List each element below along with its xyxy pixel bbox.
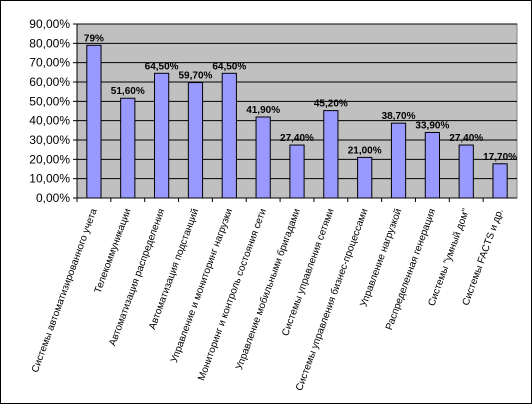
data-label: 64,50% [212, 61, 246, 72]
data-label: 45,20% [314, 99, 348, 110]
data-label: 79% [84, 33, 104, 44]
bar [492, 163, 508, 199]
y-tick-label: 0,00% [36, 191, 70, 205]
bar [255, 116, 271, 199]
y-tick-label: 60,00% [29, 75, 70, 89]
bar [458, 144, 474, 199]
y-tick-label: 80,00% [29, 36, 70, 50]
y-tick-label: 90,00% [29, 17, 70, 31]
data-label: 41,90% [246, 105, 280, 116]
y-tick-label: 40,00% [29, 114, 70, 128]
data-labels: 79% 51,60% 64,50%59,70%64,50% 41,90% 27,40% 4… [84, 33, 517, 163]
bar [390, 122, 407, 199]
category-label: Управление и мониторинг нагрузки [169, 207, 235, 364]
category-label: Системы автоматизированного учета [30, 207, 100, 374]
data-label: 51,60% [111, 86, 145, 97]
y-axis-ticks: 0,00% 10,00% 20,00% 30,00% 40,00% 50,00% 60,00… [29, 17, 70, 205]
data-label: 38,70% [382, 111, 416, 122]
data-label: 27,40% [280, 133, 314, 144]
y-tick-label: 20,00% [29, 152, 70, 166]
bar [357, 156, 373, 199]
bar [424, 131, 440, 199]
bar [120, 97, 136, 199]
category-label: Мониторинг и контроль состояния сети [196, 207, 269, 382]
bar [86, 44, 102, 199]
data-label: 17,70% [483, 152, 517, 163]
bar [289, 144, 305, 199]
category-label: Системы управления бизнес-процессами [293, 207, 370, 393]
bar [221, 72, 237, 199]
bar [323, 110, 339, 199]
data-label: 21,00% [348, 145, 382, 156]
y-tick-label: 10,00% [29, 172, 70, 186]
y-tick-label: 30,00% [29, 133, 70, 147]
y-tick-label: 70,00% [29, 56, 70, 70]
category-labels: Системы автоматизированного учетаТелеком… [30, 207, 506, 393]
data-label: 27,40% [449, 133, 483, 144]
bars [86, 44, 508, 199]
data-label: 59,70% [179, 71, 213, 82]
category-label: Управление мобильными бригадами [233, 207, 303, 372]
y-tick-label: 50,00% [29, 94, 70, 108]
data-label: 33,90% [415, 120, 449, 131]
category-label: Телекоммуникации [93, 207, 134, 295]
data-label: 64,50% [145, 61, 179, 72]
bar [154, 72, 170, 199]
bar [187, 82, 204, 199]
